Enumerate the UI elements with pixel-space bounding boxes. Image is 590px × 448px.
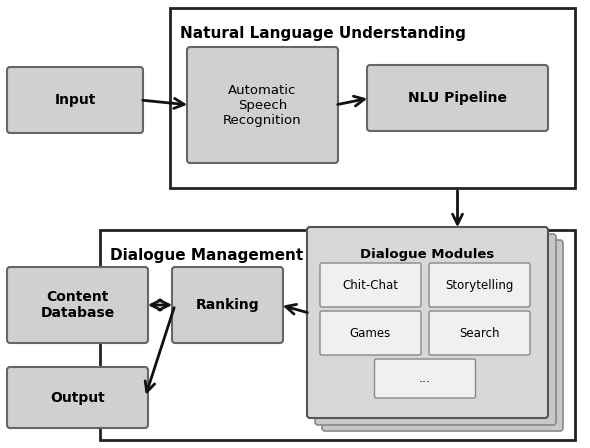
Text: NLU Pipeline: NLU Pipeline xyxy=(408,91,507,105)
Bar xyxy=(170,8,575,188)
FancyBboxPatch shape xyxy=(320,311,421,355)
FancyBboxPatch shape xyxy=(187,47,338,163)
FancyBboxPatch shape xyxy=(429,311,530,355)
Text: Chit-Chat: Chit-Chat xyxy=(343,279,398,292)
Text: ...: ... xyxy=(419,372,431,385)
FancyBboxPatch shape xyxy=(315,234,556,425)
FancyBboxPatch shape xyxy=(367,65,548,131)
FancyBboxPatch shape xyxy=(7,367,148,428)
FancyBboxPatch shape xyxy=(172,267,283,343)
FancyBboxPatch shape xyxy=(307,227,548,418)
Text: Input: Input xyxy=(54,93,96,107)
FancyBboxPatch shape xyxy=(429,263,530,307)
Text: Dialogue Management: Dialogue Management xyxy=(110,248,303,263)
FancyBboxPatch shape xyxy=(375,359,476,398)
FancyBboxPatch shape xyxy=(320,263,421,307)
Bar xyxy=(100,230,575,440)
FancyBboxPatch shape xyxy=(322,240,563,431)
Text: Natural Language Understanding: Natural Language Understanding xyxy=(180,26,466,41)
Text: Storytelling: Storytelling xyxy=(445,279,514,292)
Text: Dialogue Modules: Dialogue Modules xyxy=(360,248,494,261)
FancyBboxPatch shape xyxy=(7,267,148,343)
Text: Content
Database: Content Database xyxy=(40,290,114,320)
FancyBboxPatch shape xyxy=(7,67,143,133)
Text: Search: Search xyxy=(459,327,500,340)
Text: Output: Output xyxy=(50,391,105,405)
Text: Ranking: Ranking xyxy=(196,298,260,312)
Text: Games: Games xyxy=(350,327,391,340)
Text: Automatic
Speech
Recognition: Automatic Speech Recognition xyxy=(223,83,302,126)
